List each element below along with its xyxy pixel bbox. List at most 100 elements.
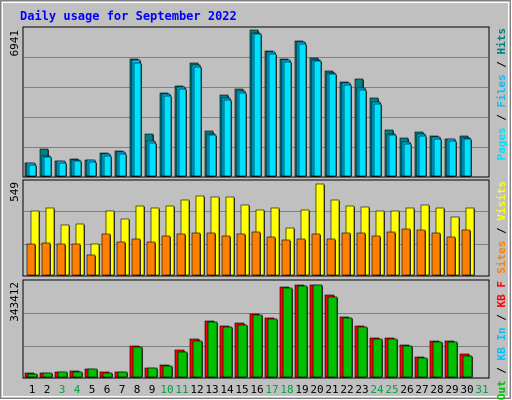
pages-bar <box>58 162 67 177</box>
pages-bar <box>223 99 232 177</box>
pages-bar <box>448 140 457 177</box>
day-label: 5 <box>89 383 96 396</box>
pages-bar <box>178 88 187 177</box>
sites-bar <box>311 233 321 276</box>
pages-bar <box>238 92 247 177</box>
kbout-bar <box>117 371 128 378</box>
legend-entry: / <box>495 108 508 128</box>
day-label: 30 <box>460 383 473 396</box>
day-label: 15 <box>235 383 248 396</box>
day-label: 11 <box>175 383 188 396</box>
day-label: 8 <box>134 383 141 396</box>
kbout-bar <box>432 341 443 378</box>
chart-title: Daily usage for September 2022 <box>20 9 237 23</box>
kbout-bar <box>447 341 458 378</box>
kbout-bar <box>177 351 188 378</box>
day-label: 25 <box>385 383 398 396</box>
legend-entry: KB F <box>495 281 508 308</box>
kbout-bar <box>147 367 158 378</box>
day-label: 24 <box>370 383 384 396</box>
legend-entry: Files <box>495 74 508 107</box>
pages-bar <box>43 156 52 177</box>
legend-entry: / <box>495 55 508 75</box>
legend-entry: / <box>495 308 508 328</box>
day-label: 2 <box>44 383 51 396</box>
kb-max-label: 343412 <box>8 282 21 322</box>
kbout-bar <box>282 287 293 378</box>
pages-bar <box>148 142 157 177</box>
pages-bar <box>433 138 442 177</box>
sites-bar <box>296 238 306 276</box>
hits-max-label: 6941 <box>8 30 21 57</box>
legend-entry: Sites <box>495 241 508 274</box>
sites-bar <box>116 241 126 276</box>
day-label: 4 <box>74 383 81 396</box>
kbout-bar <box>267 318 278 378</box>
legend-entry: / <box>495 221 508 241</box>
legend-entry: / <box>495 361 508 381</box>
day-label: 7 <box>119 383 126 396</box>
kb-bars <box>24 284 473 378</box>
sites-bar <box>386 231 396 276</box>
pages-bar <box>193 66 202 177</box>
kbout-bar <box>42 372 53 378</box>
kbout-bar <box>192 340 203 378</box>
pages-bar <box>373 103 382 177</box>
day-label: 20 <box>310 383 323 396</box>
sites-bar <box>161 235 171 276</box>
legend-entry: KB In <box>495 327 508 360</box>
day-label: 10 <box>160 383 173 396</box>
kbout-bar <box>417 357 428 378</box>
kbout-bar <box>312 284 323 378</box>
sites-bar <box>56 243 66 276</box>
day-label: 31 <box>475 383 488 396</box>
sites-bar <box>236 233 246 276</box>
hits-bars <box>24 29 472 177</box>
day-label: 19 <box>295 383 308 396</box>
day-label: 22 <box>340 383 353 396</box>
kbout-bar <box>222 326 233 378</box>
legend-entry: Visits <box>495 181 508 221</box>
pages-bar <box>313 60 322 177</box>
kbout-bar <box>132 346 143 378</box>
sites-bar <box>86 254 96 276</box>
hits-legend: Pages / Files / Hits <box>495 28 508 161</box>
sites-bar <box>461 229 471 276</box>
sites-bar <box>26 243 36 276</box>
day-label: 1 <box>29 383 36 396</box>
sites-bar <box>176 233 186 276</box>
sites-bar <box>431 232 441 276</box>
legend-entry: Pages <box>495 127 508 160</box>
pages-bar <box>388 134 397 177</box>
sites-bar <box>251 231 261 276</box>
legend-entry: Hits <box>495 28 508 55</box>
pages-bar <box>208 134 217 177</box>
sites-bar <box>416 229 426 276</box>
kbout-bar <box>342 317 353 378</box>
kbout-bar <box>252 314 263 378</box>
sites-bar <box>401 228 411 276</box>
sites-bar <box>446 236 456 276</box>
sites-bar <box>41 242 51 276</box>
visits-max-label: 549 <box>8 182 21 202</box>
sites-bar <box>71 243 81 276</box>
kbout-bar <box>372 338 383 378</box>
day-label: 18 <box>280 383 293 396</box>
sites-bar <box>281 239 291 276</box>
kbout-bar <box>327 296 338 378</box>
kbout-bar <box>237 324 248 378</box>
kbout-bar <box>207 321 218 378</box>
pages-bar <box>298 43 307 177</box>
day-label: 16 <box>250 383 263 396</box>
pages-bar <box>283 61 292 177</box>
day-label: 9 <box>149 383 156 396</box>
pages-bar <box>358 89 367 177</box>
pages-bar <box>328 73 337 177</box>
legend-entry: KB Out <box>495 380 508 400</box>
pages-bar <box>133 62 142 177</box>
day-label: 6 <box>104 383 111 396</box>
kbout-bar <box>402 345 413 378</box>
day-label: 27 <box>415 383 428 396</box>
visits-bars <box>26 183 475 276</box>
pages-bar <box>253 33 262 177</box>
